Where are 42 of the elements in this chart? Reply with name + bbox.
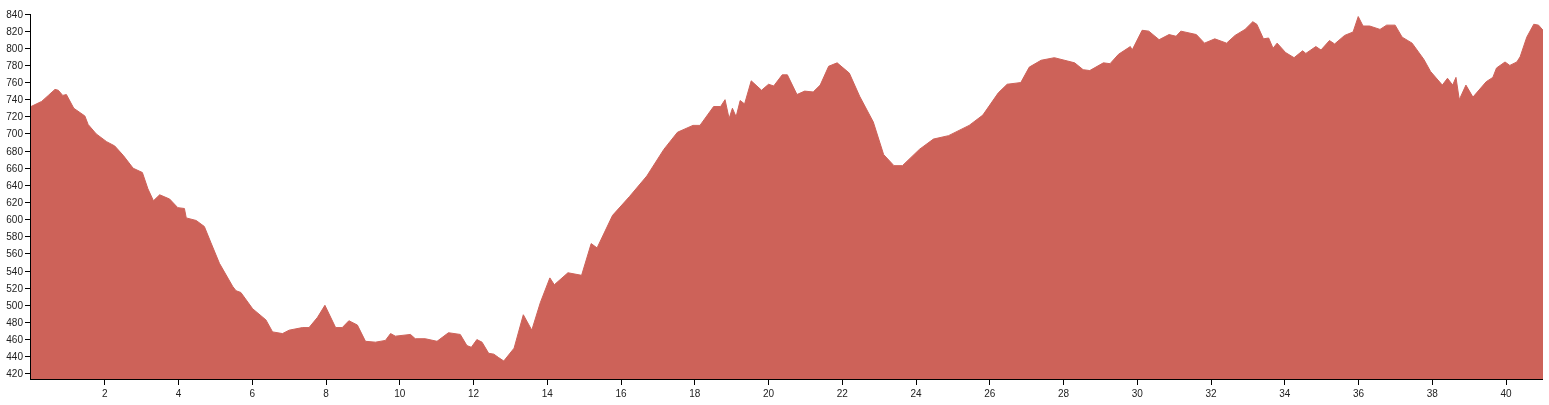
x-tick-label: 24 — [910, 388, 923, 399]
y-tick-label: 660 — [6, 162, 24, 174]
x-tick-label: 16 — [615, 388, 628, 399]
y-tick-label: 480 — [6, 316, 24, 328]
x-tick-label: 8 — [323, 388, 330, 399]
y-tick-label: 500 — [6, 299, 24, 311]
y-tick-label: 720 — [6, 111, 24, 123]
x-tick-label: 40 — [1500, 388, 1513, 399]
y-tick-label: 600 — [6, 214, 24, 226]
x-tick-label: 4 — [175, 388, 182, 399]
y-tick-label: 800 — [6, 42, 24, 54]
x-tick-label: 28 — [1058, 388, 1070, 399]
x-tick-label: 12 — [467, 388, 480, 399]
y-tick-label: 420 — [6, 368, 24, 380]
y-tick-label: 680 — [6, 145, 24, 157]
x-tick-label: 20 — [763, 388, 775, 399]
y-tick-label: 740 — [6, 94, 24, 106]
x-tick-label: 14 — [541, 388, 554, 399]
y-tick-label: 840 — [6, 8, 24, 20]
y-tick-label: 780 — [6, 59, 24, 71]
y-tick-label: 560 — [6, 248, 24, 260]
x-tick-label: 30 — [1131, 388, 1144, 399]
x-tick-label: 18 — [689, 388, 701, 399]
x-tick-label: 32 — [1205, 388, 1218, 399]
x-tick-label: 26 — [984, 388, 996, 399]
x-tick-label: 22 — [836, 388, 849, 399]
y-tick-label: 620 — [6, 197, 24, 208]
y-tick-label: 520 — [6, 282, 24, 294]
y-tick-label: 440 — [6, 351, 24, 363]
x-tick-label: 36 — [1353, 388, 1365, 399]
y-tick-label: 640 — [6, 179, 24, 191]
x-tick-label: 2 — [101, 388, 108, 399]
y-tick-label: 760 — [6, 77, 24, 89]
y-tick-label: 820 — [6, 25, 24, 37]
y-tick-label: 460 — [6, 334, 24, 346]
x-tick-label: 10 — [394, 388, 406, 399]
y-tick-label: 700 — [6, 128, 24, 140]
x-tick-label: 6 — [249, 388, 256, 399]
y-tick-label: 580 — [6, 231, 24, 243]
x-tick-label: 34 — [1279, 388, 1291, 399]
x-tick-label: 38 — [1426, 388, 1439, 399]
y-tick-label: 540 — [6, 265, 24, 277]
